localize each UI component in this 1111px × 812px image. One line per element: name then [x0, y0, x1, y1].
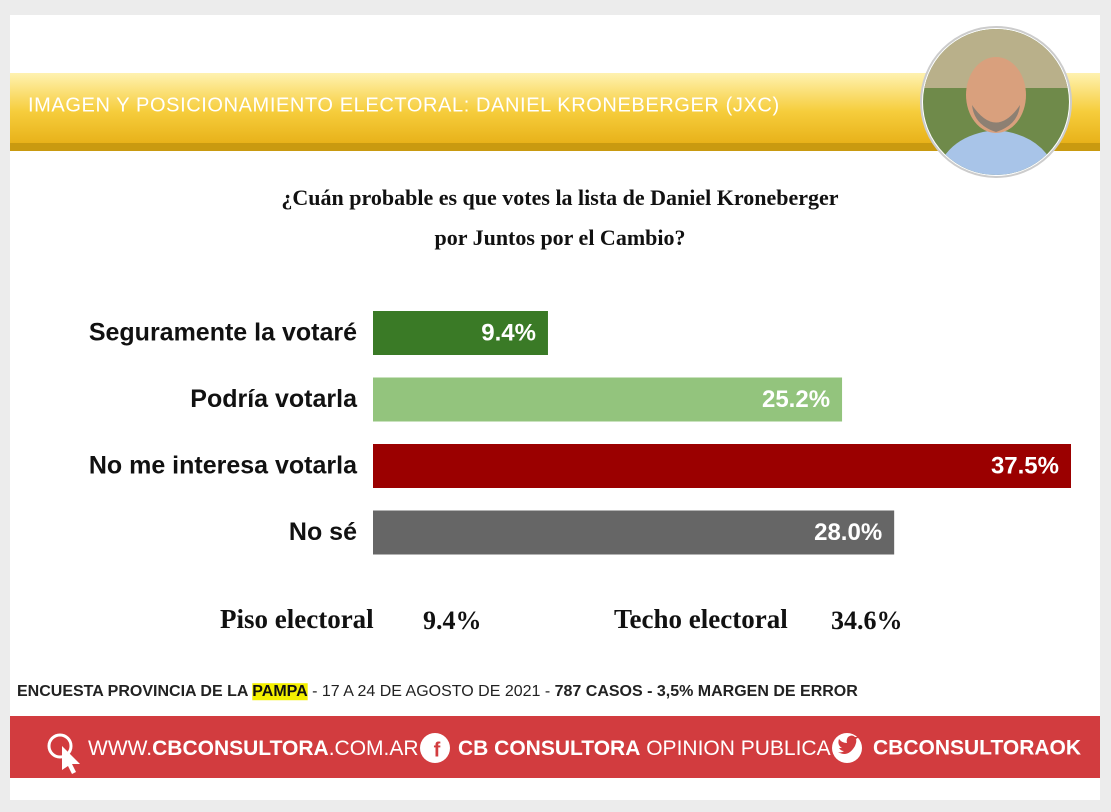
header-band — [10, 73, 1100, 143]
web-part: .COM.AR — [329, 737, 419, 760]
footer-band — [10, 716, 1100, 778]
survey-note: ENCUESTA PROVINCIA DE LA PAMPA - 17 A 24… — [17, 683, 858, 700]
value-label: 25.2% — [762, 386, 830, 413]
photo — [920, 26, 1072, 178]
summary-label: Piso electoral — [220, 604, 374, 634]
note-part: - 17 A 24 DE AGOSTO DE 2021 - — [308, 683, 555, 700]
bar — [373, 510, 895, 555]
summary-label: Techo electoral — [614, 604, 788, 634]
category-label: Podría votarla — [190, 385, 358, 413]
category-label: No me interesa votarla — [89, 452, 358, 480]
web-part: CBCONSULTORA — [152, 737, 329, 760]
fb-part: OPINION PUBLICA — [640, 737, 830, 760]
bar — [373, 444, 1071, 488]
bar — [373, 311, 548, 355]
note-highlight: PAMPA — [252, 683, 308, 700]
fb-part: CB CONSULTORA — [458, 737, 640, 760]
question: por Juntos por el Cambio? — [434, 225, 685, 250]
category-label: No sé — [289, 518, 357, 546]
value-label: 28.0% — [814, 519, 882, 546]
facebook-icon: f — [420, 733, 450, 763]
header-stripe — [10, 143, 1100, 151]
svg-text:f: f — [434, 739, 441, 761]
web-part: WWW. — [88, 737, 152, 760]
category-label: Seguramente la votaré — [89, 319, 357, 347]
website[interactable]: WWW.CBCONSULTORA.COM.AR — [88, 737, 419, 760]
question: ¿Cuán probable es que votes la lista de … — [281, 185, 838, 210]
note-part: 787 CASOS - 3,5% MARGEN DE ERROR — [555, 683, 859, 700]
facebook[interactable]: CB CONSULTORA OPINION PUBLICA — [458, 737, 831, 760]
summary-value: 9.4% — [423, 606, 482, 635]
value-label: 9.4% — [481, 319, 536, 346]
summary: Piso electoral 9.4% Techo electoral 34.6… — [220, 604, 903, 635]
twitter-icon — [832, 733, 862, 763]
twitter[interactable]: CBCONSULTORAOK — [873, 737, 1081, 760]
value-label: 37.5% — [991, 452, 1059, 479]
bar — [373, 377, 843, 422]
summary-value: 34.6% — [831, 606, 903, 635]
footer: WWW.CBCONSULTORA.COM.AR f CB CONSULTORA … — [47, 733, 1081, 774]
cursor-icon — [47, 733, 80, 774]
header-title: IMAGEN Y POSICIONAMIENTO ELECTORAL: DANI… — [28, 94, 780, 116]
note-part: ENCUESTA PROVINCIA DE LA — [17, 683, 252, 700]
highlight — [252, 683, 308, 701]
